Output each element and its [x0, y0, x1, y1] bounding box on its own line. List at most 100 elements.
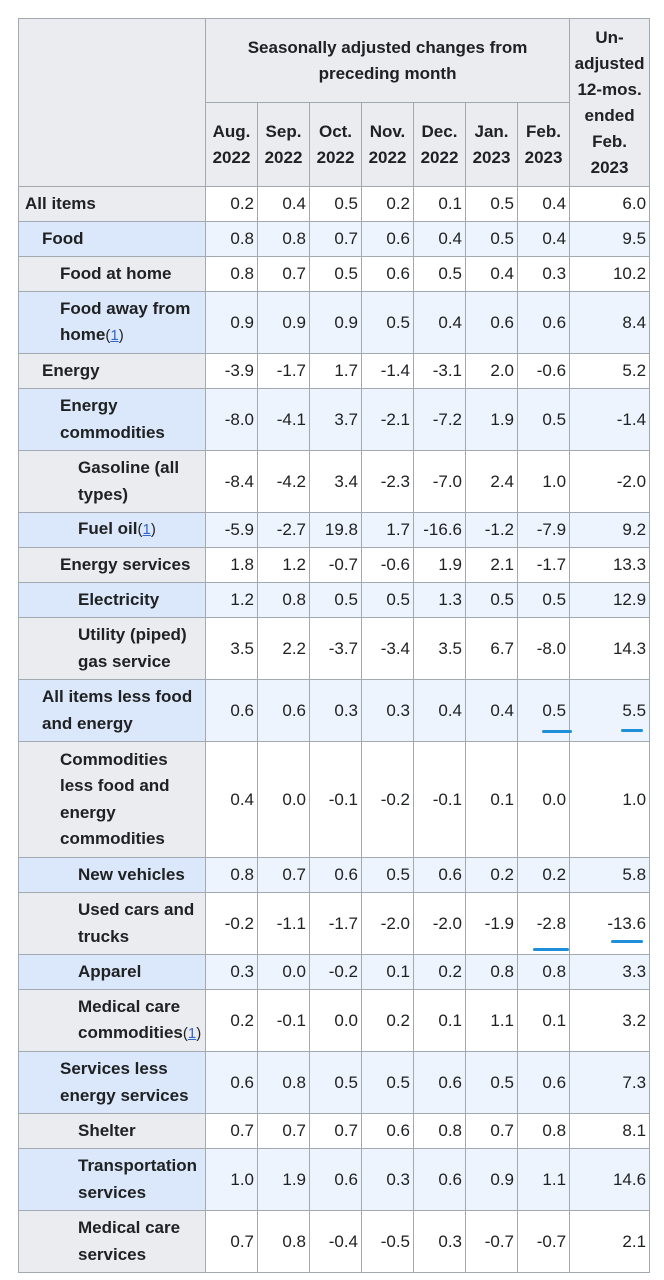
row-label: Apparel — [18, 954, 206, 990]
monthly-value-cell: 1.3 — [413, 582, 466, 618]
monthly-value-cell: 0.9 — [309, 291, 362, 354]
monthly-value-cell: 0.1 — [465, 741, 518, 858]
table-row: Food at home 0.8 0.7 0.5 0.6 0.5 0.4 0.3 10.2 — [18, 256, 651, 292]
monthly-value-cell: 0.8 — [205, 857, 258, 893]
monthly-value-cell: 0.5 — [413, 256, 466, 292]
monthly-value-cell: 0.5 — [516, 388, 571, 451]
monthly-value-cell: -0.6 — [361, 547, 414, 583]
footnote-link[interactable]: 1 — [187, 1025, 197, 1042]
footnote-link[interactable]: 1 — [110, 327, 119, 344]
monthly-value-cell: 0.7 — [465, 1113, 518, 1149]
monthly-value-cell: 0.3 — [361, 1148, 414, 1211]
monthly-value-cell: 0.0 — [257, 954, 310, 990]
monthly-value-cell: 0.2 — [516, 857, 571, 893]
monthly-value-cell: 3.4 — [309, 450, 362, 513]
unadjusted-value-cell: 7.3 — [569, 1051, 651, 1114]
unadjusted-value-cell: 5.5 — [569, 679, 651, 742]
monthly-value-cell: 1.2 — [205, 582, 258, 618]
monthly-value-cell: 0.6 — [413, 1051, 466, 1114]
unadjusted-value-cell: -13.6 — [569, 892, 651, 955]
monthly-value-cell: 0.1 — [413, 186, 466, 222]
row-label-text: Food at home — [60, 263, 172, 283]
row-label-text: Utility (piped) gas service — [78, 625, 187, 671]
monthly-value-cell: 0.6 — [516, 291, 571, 354]
row-label-text: Shelter — [78, 1120, 136, 1140]
monthly-value-cell: 0.9 — [257, 291, 310, 354]
monthly-value-cell: 0.8 — [205, 256, 258, 292]
monthly-value-cell: 1.1 — [465, 989, 518, 1052]
monthly-value-cell: 0.7 — [257, 256, 310, 292]
table-row: Energy -3.9 -1.7 1.7 -1.4 -3.1 2.0 -0.6 5.2 — [18, 353, 651, 389]
monthly-value-cell: -1.2 — [465, 512, 518, 548]
table-row: Used cars and trucks -0.2 -1.1 -1.7 -2.0 -2.0… — [18, 892, 651, 955]
monthly-value-cell: 1.1 — [516, 1148, 571, 1211]
monthly-value-cell: 0.2 — [205, 186, 258, 222]
row-label-text: New vehicles — [78, 864, 185, 884]
monthly-value-cell: 0.6 — [413, 1148, 466, 1211]
unadjusted-header: Un-adjusted 12-mos. ended Feb. 2023 — [569, 18, 651, 187]
unadjusted-value-cell: -2.0 — [569, 450, 651, 513]
annotation-underline — [611, 940, 643, 943]
monthly-value-cell: 1.9 — [465, 388, 518, 451]
monthly-value-cell: 0.5 — [465, 221, 518, 257]
monthly-value-cell: -2.8 — [516, 892, 571, 955]
unadjusted-value-cell: 5.8 — [569, 857, 651, 893]
monthly-value-cell: -3.9 — [205, 353, 258, 389]
table-row: Apparel 0.3 0.0 -0.2 0.1 0.2 0.8 0.8 3.3 — [18, 954, 651, 990]
monthly-value-cell: -3.1 — [413, 353, 466, 389]
table-row: Medical care commodities(1) 0.2 -0.1 0.0 0.2… — [18, 989, 651, 1052]
monthly-value-cell: 0.6 — [361, 221, 414, 257]
unadjusted-value-cell: 2.1 — [569, 1210, 651, 1273]
monthly-value-cell: 2.0 — [465, 353, 518, 389]
monthly-value-cell: 1.2 — [257, 547, 310, 583]
monthly-value-cell: 1.8 — [205, 547, 258, 583]
monthly-value-cell: 0.4 — [257, 186, 310, 222]
monthly-value-cell: 0.0 — [309, 989, 362, 1052]
monthly-value-cell: 0.5 — [361, 1051, 414, 1114]
row-label-text: Food — [42, 228, 84, 248]
monthly-value-cell: 0.8 — [257, 1210, 310, 1273]
monthly-value-cell: 3.5 — [413, 617, 466, 680]
monthly-value-cell: -0.7 — [516, 1210, 571, 1273]
monthly-value-cell: -0.4 — [309, 1210, 362, 1273]
monthly-value-cell: 0.5 — [309, 256, 362, 292]
row-label-text: Medical care commodities — [78, 996, 183, 1043]
row-label: Commodities less food and energy commodi… — [18, 741, 206, 858]
monthly-value-cell: 0.3 — [361, 679, 414, 742]
table-row: Food away from home(1) 0.9 0.9 0.9 0.5 0.4 0.6… — [18, 291, 651, 354]
row-label: Used cars and trucks — [18, 892, 206, 955]
monthly-value-cell: 0.8 — [205, 221, 258, 257]
monthly-value-cell: 0.9 — [465, 1148, 518, 1211]
row-label: All items — [18, 186, 206, 222]
row-label: Gasoline (all types) — [18, 450, 206, 513]
annotation-underline — [621, 729, 643, 732]
monthly-value-cell: 0.1 — [516, 989, 571, 1052]
monthly-value-cell: 0.7 — [205, 1113, 258, 1149]
table-row: Utility (piped) gas service 3.5 2.2 -3.7 -3.… — [18, 617, 651, 680]
table-row: Commodities less food and energy commodi… — [18, 741, 651, 858]
monthly-value-cell: 0.2 — [205, 989, 258, 1052]
unadjusted-value-cell: 10.2 — [569, 256, 651, 292]
monthly-value-cell: 0.5 — [309, 582, 362, 618]
row-label: Medical care commodities(1) — [18, 989, 206, 1052]
row-label-text: Services less energy services — [60, 1059, 189, 1105]
row-label-text: Fuel oil — [78, 519, 138, 539]
monthly-value-cell: 0.8 — [257, 582, 310, 618]
row-label-text: All items less food and energy — [42, 687, 193, 733]
monthly-value-cell: 1.9 — [257, 1148, 310, 1211]
monthly-value-cell: 0.4 — [516, 186, 571, 222]
table-row: All items 0.2 0.4 0.5 0.2 0.1 0.5 0.4 6.0 — [18, 186, 651, 222]
footnote-link[interactable]: 1 — [142, 521, 151, 539]
monthly-value-cell: 0.0 — [516, 741, 571, 858]
monthly-value-cell: 0.5 — [465, 582, 518, 618]
table-row: All items less food and energy 0.6 0.6 0.3 0… — [18, 679, 651, 742]
row-label: Electricity — [18, 582, 206, 618]
monthly-value-cell: 0.5 — [516, 679, 571, 742]
monthly-value-cell: 0.4 — [413, 679, 466, 742]
row-label: Energy — [18, 353, 206, 389]
table-row: Food 0.8 0.8 0.7 0.6 0.4 0.5 0.4 9.5 — [18, 221, 651, 257]
unadjusted-value-cell: 8.1 — [569, 1113, 651, 1149]
table-row: Electricity 1.2 0.8 0.5 0.5 1.3 0.5 0.5 12.9 — [18, 582, 651, 618]
row-label-text: Medical care services — [78, 1218, 181, 1264]
monthly-value-cell: -0.2 — [361, 741, 414, 858]
